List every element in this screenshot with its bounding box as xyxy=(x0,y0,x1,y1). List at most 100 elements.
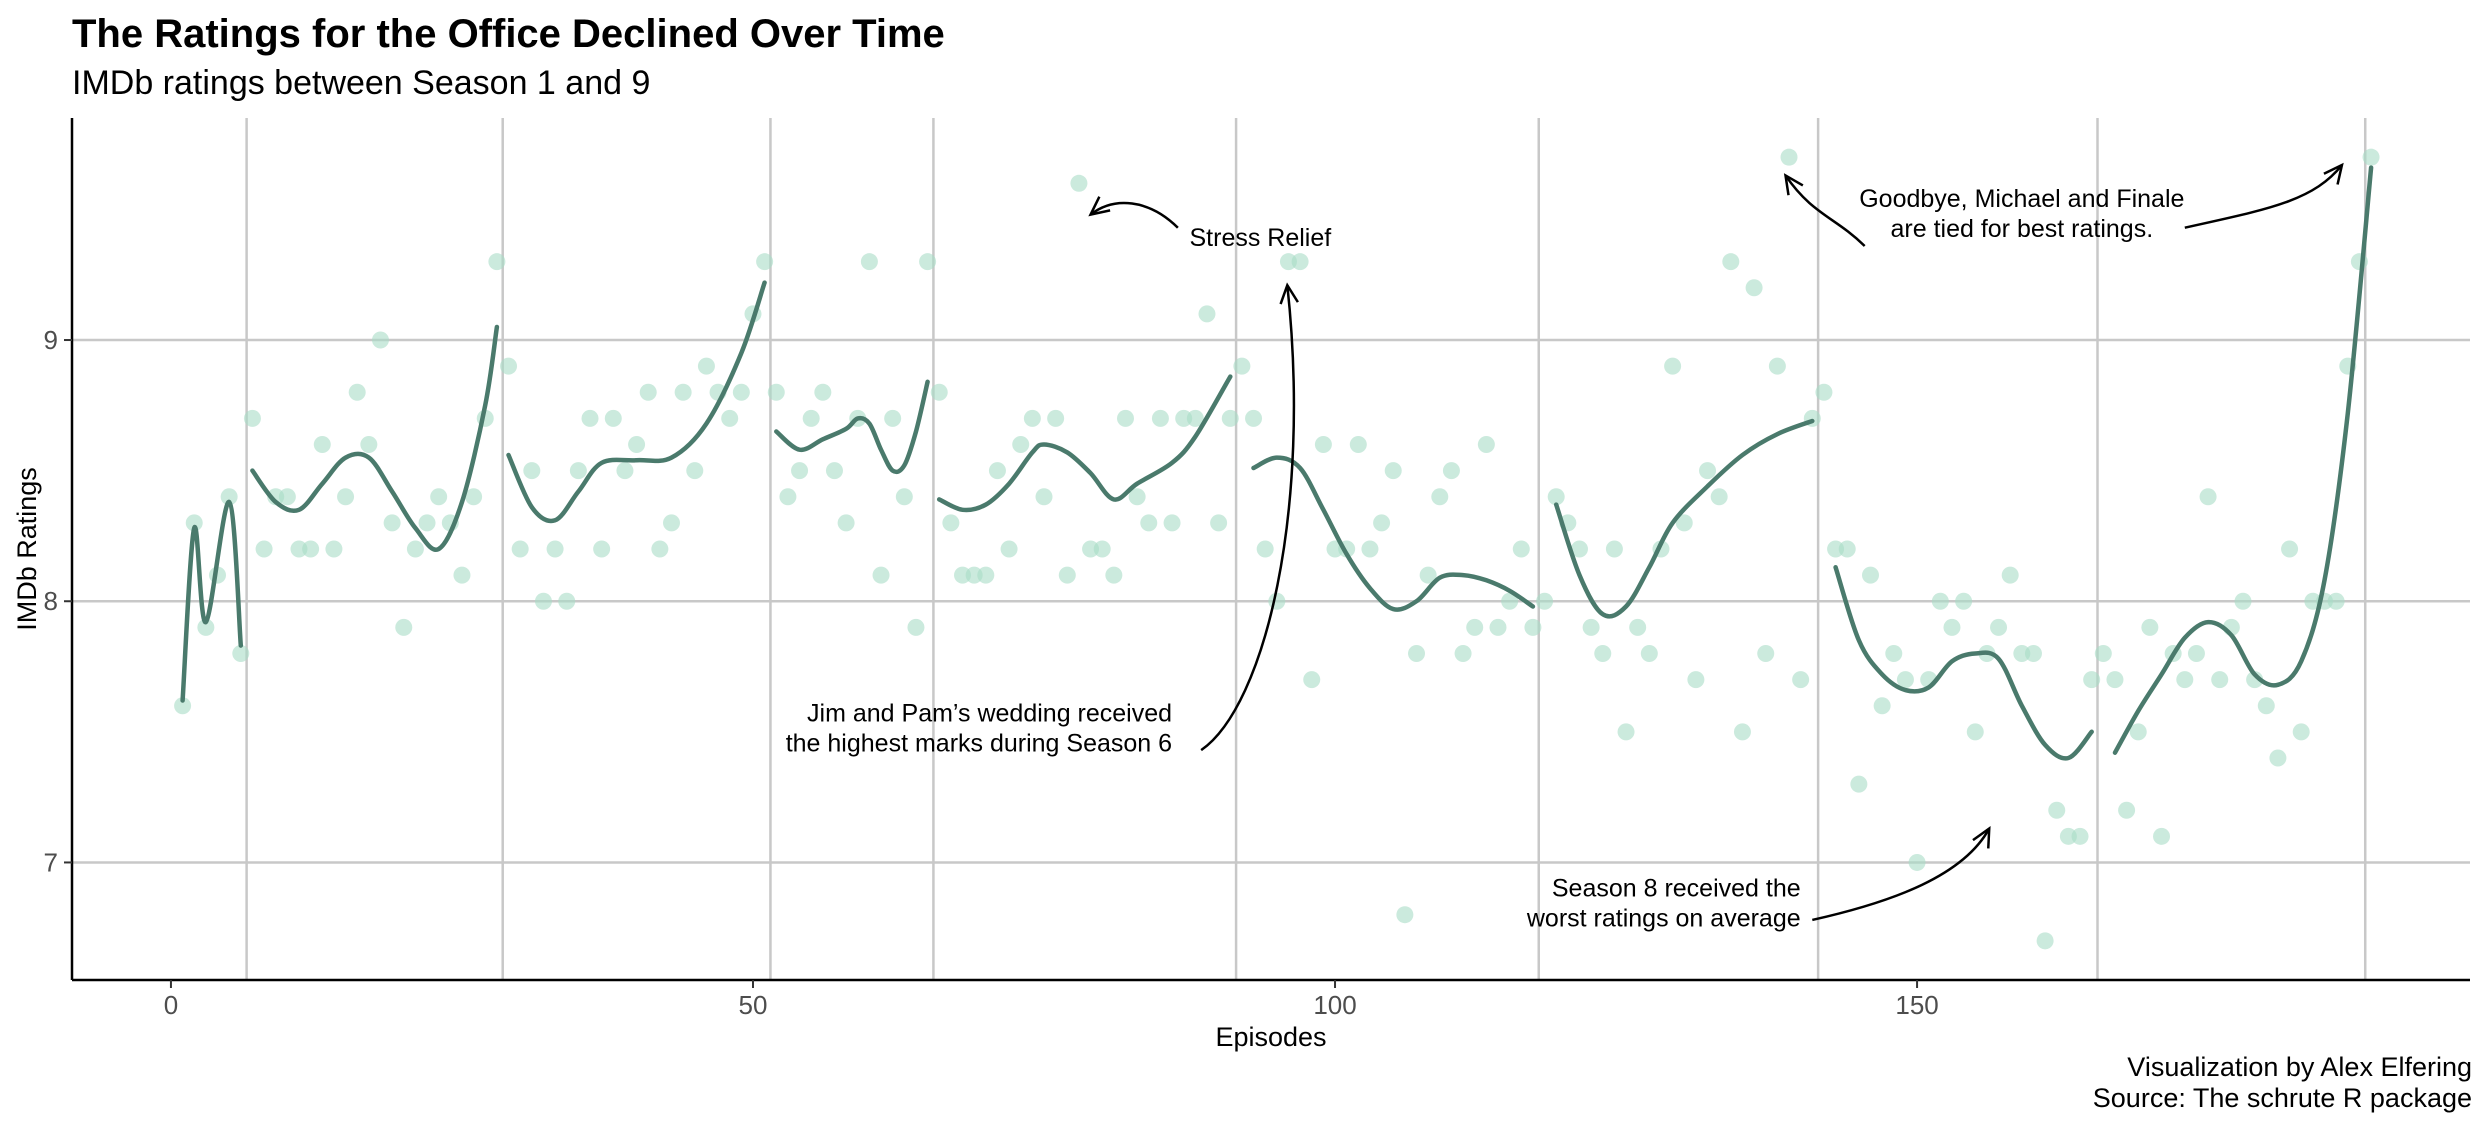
trend-layer xyxy=(180,165,2374,761)
episode-point xyxy=(1990,618,2008,636)
episode-point xyxy=(2211,671,2229,689)
episode-point xyxy=(628,436,646,454)
episode-point xyxy=(1198,305,1216,323)
episode-point xyxy=(1221,409,1239,427)
arrow-head xyxy=(2323,162,2344,185)
episode-point xyxy=(639,383,657,401)
episode-point xyxy=(651,540,669,558)
caption-author: Visualization by Alex Elfering xyxy=(2127,1052,2472,1082)
annotation-line: are tied for best ratings. xyxy=(1891,215,2154,243)
episode-point xyxy=(465,488,483,506)
episode-point xyxy=(1058,566,1076,584)
episode-point xyxy=(267,488,285,506)
episode-point xyxy=(1582,618,1600,636)
episode-point xyxy=(2269,749,2287,767)
episode-point xyxy=(430,488,448,506)
episode-point xyxy=(2129,723,2147,741)
episode-point xyxy=(360,436,378,454)
episode-point xyxy=(1873,697,1891,715)
y-tick-label: 7 xyxy=(44,847,58,877)
episode-point xyxy=(1035,488,1053,506)
episode-point xyxy=(697,357,715,375)
episode-point xyxy=(674,383,692,401)
x-tick-label: 0 xyxy=(164,990,178,1020)
episode-point xyxy=(1245,409,1263,427)
y-axis-title: IMDb Ratings xyxy=(12,467,42,631)
episode-point xyxy=(2036,932,2054,950)
episode-point xyxy=(243,409,261,427)
arrow-head xyxy=(1972,825,1991,849)
episode-point xyxy=(1070,174,1088,192)
episode-point xyxy=(1105,566,1123,584)
episode-point xyxy=(1733,723,1751,741)
episode-point xyxy=(1675,514,1693,532)
episode-point xyxy=(1687,671,1705,689)
episode-point xyxy=(523,462,541,480)
arrow-head xyxy=(1279,282,1299,305)
episode-point xyxy=(2199,488,2217,506)
season-trend-line xyxy=(1251,455,1536,612)
episode-point xyxy=(2013,644,2031,662)
x-tick-label: 150 xyxy=(1895,990,1938,1020)
episode-point xyxy=(2246,671,2264,689)
episode-point xyxy=(1570,540,1588,558)
episode-point xyxy=(825,462,843,480)
season-trend-line xyxy=(774,379,930,475)
episode-point xyxy=(1361,540,1379,558)
episode-point xyxy=(418,514,436,532)
episode-point xyxy=(837,514,855,532)
episode-point xyxy=(2024,644,2042,662)
y-tick-label: 8 xyxy=(44,586,58,616)
points-layer xyxy=(174,148,2380,950)
episode-point xyxy=(2234,592,2252,610)
episode-point xyxy=(930,383,948,401)
caption-source: Source: The schrute R package xyxy=(2092,1083,2472,1113)
episode-point xyxy=(907,618,925,636)
episode-point xyxy=(1850,775,1868,793)
episode-point xyxy=(1629,618,1647,636)
episode-point xyxy=(1908,853,1926,871)
episode-point xyxy=(1780,148,1798,166)
episode-point xyxy=(1128,488,1146,506)
episode-point xyxy=(954,566,972,584)
episode-point xyxy=(1000,540,1018,558)
season-trend-line xyxy=(180,499,244,703)
episode-point xyxy=(1489,618,1507,636)
episode-point xyxy=(1349,436,1367,454)
episode-point xyxy=(2094,644,2112,662)
episode-point xyxy=(686,462,704,480)
episode-point xyxy=(348,383,366,401)
episode-point xyxy=(1314,436,1332,454)
episode-point xyxy=(1419,566,1437,584)
episode-point xyxy=(756,253,774,271)
episode-point xyxy=(1023,409,1041,427)
episode-point xyxy=(1536,592,1554,610)
episode-point xyxy=(488,253,506,271)
episode-point xyxy=(2362,148,2380,166)
episode-point xyxy=(1885,644,1903,662)
episode-point xyxy=(383,514,401,532)
episode-point xyxy=(278,488,296,506)
episode-point xyxy=(1012,436,1030,454)
episode-point xyxy=(1396,906,1414,924)
episode-point xyxy=(1501,592,1519,610)
episode-point xyxy=(1640,644,1658,662)
episode-point xyxy=(1617,723,1635,741)
episode-point xyxy=(1233,357,1251,375)
episode-point xyxy=(313,436,331,454)
episode-point xyxy=(1093,540,1111,558)
annotation-label: Jim and Pam’s wedding received the highes… xyxy=(786,699,1172,757)
episode-point xyxy=(1279,253,1297,271)
season-trend-line xyxy=(506,280,767,524)
episode-point xyxy=(2071,827,2089,845)
episode-point xyxy=(2153,827,2171,845)
episode-point xyxy=(1466,618,1484,636)
x-axis-title: Episodes xyxy=(1215,1022,1326,1052)
episode-point xyxy=(814,383,832,401)
episode-point xyxy=(872,566,890,584)
episode-point xyxy=(453,566,471,584)
episode-point xyxy=(1210,514,1228,532)
episode-point xyxy=(1896,671,1914,689)
annotation-line: Stress Relief xyxy=(1190,224,1332,252)
